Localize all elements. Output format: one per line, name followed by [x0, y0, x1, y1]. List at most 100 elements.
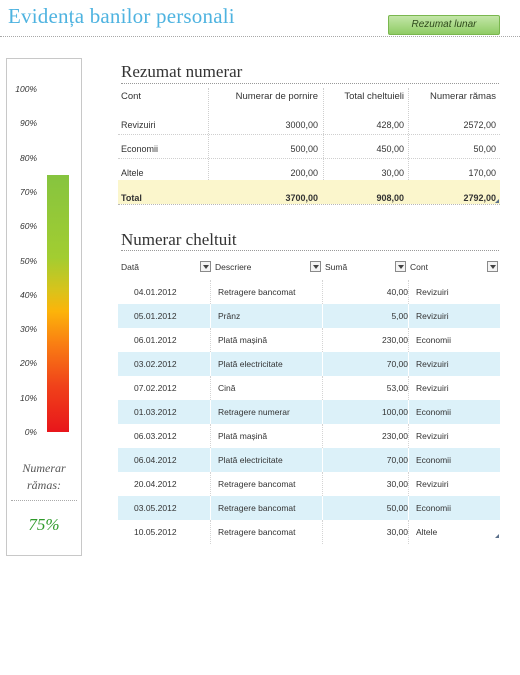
expense-amount: 70,00: [386, 359, 408, 369]
expense-account: Revizuiri: [416, 287, 449, 297]
expense-description: Retragere bancomat: [218, 479, 296, 489]
summary-cell-expenses: 450,00: [376, 144, 404, 154]
account-filter-dropdown-icon[interactable]: [487, 261, 498, 272]
summary-col-divider: [323, 88, 324, 204]
gauge-tick-label: 0%: [24, 427, 37, 437]
expense-col-divider: [408, 520, 409, 544]
expense-col-divider: [210, 400, 211, 424]
gauge-tick-label: 90%: [19, 118, 37, 129]
expense-amount: 30,00: [386, 479, 408, 489]
expenses-header-date: Dată: [121, 262, 139, 272]
expense-account: Altele: [416, 527, 438, 537]
expense-amount: 5,00: [391, 311, 408, 321]
table-resize-handle-icon[interactable]: [495, 534, 499, 538]
title-divider: [0, 36, 520, 37]
expense-description: Plată electricitate: [218, 359, 283, 369]
date-filter-dropdown-icon[interactable]: [200, 261, 211, 272]
summary-total-row: Total 3700,00 908,00 2792,00: [118, 180, 500, 204]
summary-section-title: Rezumat numerar: [121, 62, 243, 81]
gauge-divider: [11, 500, 77, 501]
summary-header-expenses: Total cheltuieli: [344, 91, 404, 102]
expense-col-divider: [408, 352, 409, 376]
expense-col-divider: [408, 400, 409, 424]
expense-row: 06.04.2012 Plată electricitate 70,00 Econom…: [118, 448, 500, 472]
expense-row: 03.02.2012 Plată electricitate 70,00 Revizu…: [118, 352, 500, 376]
expense-col-divider: [322, 352, 323, 376]
gauge-fill-bar: [47, 174, 69, 432]
summary-cell-remaining: 50,00: [473, 144, 496, 154]
expense-col-divider: [322, 304, 323, 328]
summary-total-label: Total: [121, 193, 142, 203]
expense-col-divider: [408, 280, 409, 304]
gauge-tick-label: 10%: [19, 392, 37, 403]
description-filter-dropdown-icon[interactable]: [310, 261, 321, 272]
summary-row: Altele 200,00 30,00 170,00: [118, 165, 500, 182]
summary-section-divider: [121, 83, 499, 84]
expenses-header-amount: Sumă: [325, 262, 348, 272]
gauge-tick-label: 60%: [19, 221, 37, 232]
expense-date: 01.03.2012: [134, 407, 177, 417]
expense-description: Retragere bancomat: [218, 527, 296, 537]
expense-col-divider: [408, 496, 409, 520]
summary-cell-remaining: 170,00: [468, 168, 496, 178]
expense-col-divider: [322, 328, 323, 352]
expense-row: 01.03.2012 Retragere numerar 100,00 Economi…: [118, 400, 500, 424]
summary-row-divider: [118, 134, 500, 135]
expense-description: Cină: [218, 383, 236, 393]
expense-col-divider: [210, 376, 211, 400]
expense-col-divider: [210, 352, 211, 376]
expense-col-divider: [322, 496, 323, 520]
page-title: Evidența banilor personali: [8, 4, 235, 28]
summary-header-cont: Cont: [121, 91, 142, 102]
expense-col-divider: [408, 376, 409, 400]
expense-account: Economii: [416, 407, 451, 417]
expense-description: Retragere numerar: [218, 407, 290, 417]
expense-description: Plată mașină: [218, 431, 268, 441]
gauge-tick-label: 40%: [19, 289, 37, 300]
expense-amount: 70,00: [386, 455, 408, 465]
expense-col-divider: [210, 328, 211, 352]
expense-account: Revizuiri: [416, 431, 449, 441]
expense-amount: 50,00: [386, 503, 408, 513]
expense-account: Economii: [416, 335, 451, 345]
expense-account: Economii: [416, 455, 451, 465]
expense-col-divider: [210, 280, 211, 304]
expense-account: Revizuiri: [416, 311, 449, 321]
gauge-tick-label: 30%: [19, 324, 37, 335]
expense-col-divider: [408, 304, 409, 328]
summary-col-divider: [408, 88, 409, 204]
expense-date: 06.01.2012: [134, 335, 177, 345]
summary-cell-starting: 500,00: [290, 144, 318, 154]
summary-cell-expenses: 428,00: [376, 120, 404, 130]
expense-row: 03.05.2012 Retragere bancomat 50,00 Economi…: [118, 496, 500, 520]
monthly-summary-button[interactable]: Rezumat lunar: [388, 15, 500, 35]
expense-amount: 53,00: [386, 383, 408, 393]
expense-account: Revizuiri: [416, 479, 449, 489]
summary-header-row: Cont Numerar de pornire Total cheltuieli…: [118, 88, 500, 105]
expense-description: Retragere bancomat: [218, 287, 296, 297]
expense-date: 07.02.2012: [134, 383, 177, 393]
expense-col-divider: [408, 448, 409, 472]
expense-row: 06.01.2012 Plată mașină 230,00 Economii: [118, 328, 500, 352]
gauge-value: 75%: [28, 515, 60, 534]
expense-description: Retragere bancomat: [218, 503, 296, 513]
amount-filter-dropdown-icon[interactable]: [395, 261, 406, 272]
expense-col-divider: [210, 304, 211, 328]
summary-cell-remaining: 2572,00: [463, 120, 496, 130]
expense-amount: 230,00: [382, 335, 408, 345]
table-resize-handle-icon[interactable]: [495, 199, 499, 203]
expense-amount: 100,00: [382, 407, 408, 417]
gauge-caption: Numerar rămas:: [22, 461, 66, 492]
expense-amount: 40,00: [386, 287, 408, 297]
expenses-section-title: Numerar cheltuit: [121, 230, 237, 249]
expense-col-divider: [322, 400, 323, 424]
expenses-section-divider: [121, 250, 499, 251]
summary-cell-account: Economii: [121, 144, 159, 154]
summary-row: Revizuiri 3000,00 428,00 2572,00: [118, 117, 500, 134]
expense-col-divider: [408, 424, 409, 448]
expense-row: 06.03.2012 Plată mașină 230,00 Revizuiri: [118, 424, 500, 448]
expense-col-divider: [322, 448, 323, 472]
summary-header-starting: Numerar de pornire: [235, 91, 318, 102]
expense-date: 20.04.2012: [134, 479, 177, 489]
summary-row-divider: [118, 158, 500, 159]
